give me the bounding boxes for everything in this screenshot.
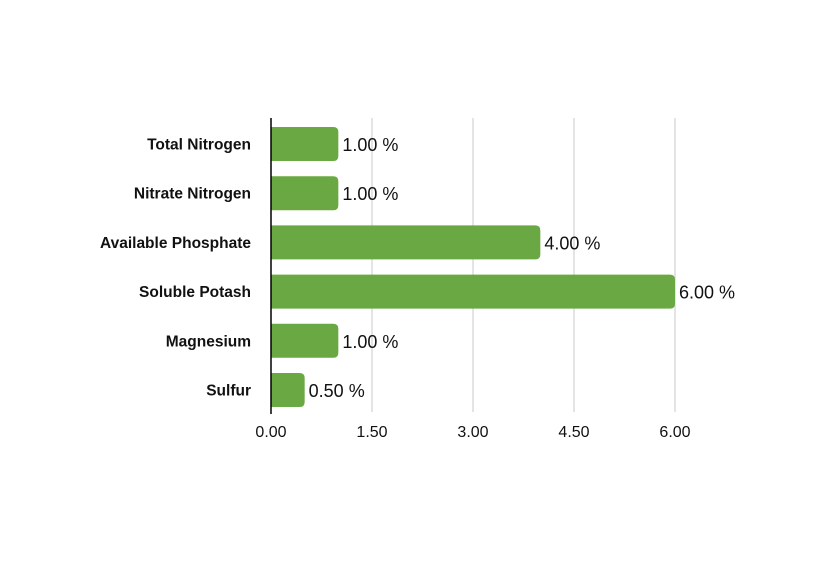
x-tick-label: 0.00 [255,424,286,441]
category-label: Sulfur [206,383,251,400]
x-tick-label: 3.00 [457,424,488,441]
gridlines [371,118,676,412]
bars [271,127,675,407]
category-label: Total Nitrogen [147,137,251,154]
category-label: Available Phosphate [100,235,251,252]
category-label: Nitrate Nitrogen [134,186,251,203]
category-label: Magnesium [166,333,251,350]
x-tick-label: 4.50 [558,424,589,441]
data-label: 1.00 % [342,184,398,204]
x-tick-label: 6.00 [659,424,690,441]
bar [271,176,339,211]
bar [271,127,339,161]
bar [271,373,305,407]
x-tick-label: 1.50 [356,424,387,441]
data-label: 4.00 % [544,233,600,253]
bar [271,323,339,358]
data-label: 1.00 % [342,332,398,352]
data-label: 0.50 % [309,381,365,401]
bar [271,274,675,309]
labels: 0.00 1.50 3.00 4.50 6.00 Total Nitrogen 1.00 %… [100,135,735,441]
category-label: Soluble Potash [139,284,251,301]
bar [271,225,541,260]
data-label: 6.00 % [679,283,735,303]
data-label: 1.00 % [342,135,398,155]
